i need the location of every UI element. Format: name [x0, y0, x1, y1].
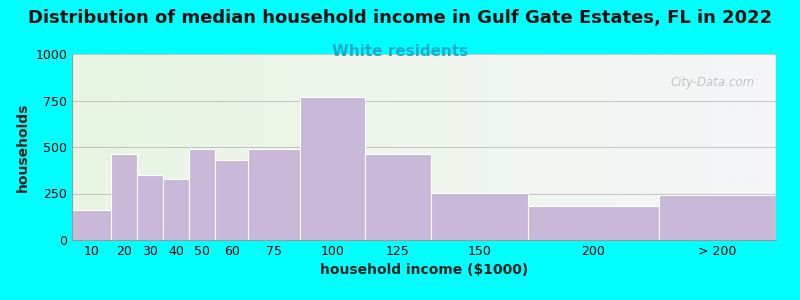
- Bar: [430, 193, 528, 240]
- Bar: [248, 149, 300, 240]
- Bar: [137, 175, 163, 240]
- Bar: [300, 97, 366, 240]
- Text: White residents: White residents: [332, 44, 468, 59]
- Bar: [658, 195, 776, 240]
- Y-axis label: households: households: [16, 102, 30, 192]
- Bar: [111, 154, 137, 240]
- X-axis label: household income ($1000): household income ($1000): [320, 263, 528, 278]
- Text: Distribution of median household income in Gulf Gate Estates, FL in 2022: Distribution of median household income …: [28, 9, 772, 27]
- Bar: [215, 160, 248, 240]
- Bar: [366, 154, 430, 240]
- Bar: [528, 206, 658, 240]
- Bar: [163, 178, 190, 240]
- Bar: [190, 149, 215, 240]
- Text: City-Data.com: City-Data.com: [670, 76, 755, 89]
- Bar: [72, 210, 111, 240]
